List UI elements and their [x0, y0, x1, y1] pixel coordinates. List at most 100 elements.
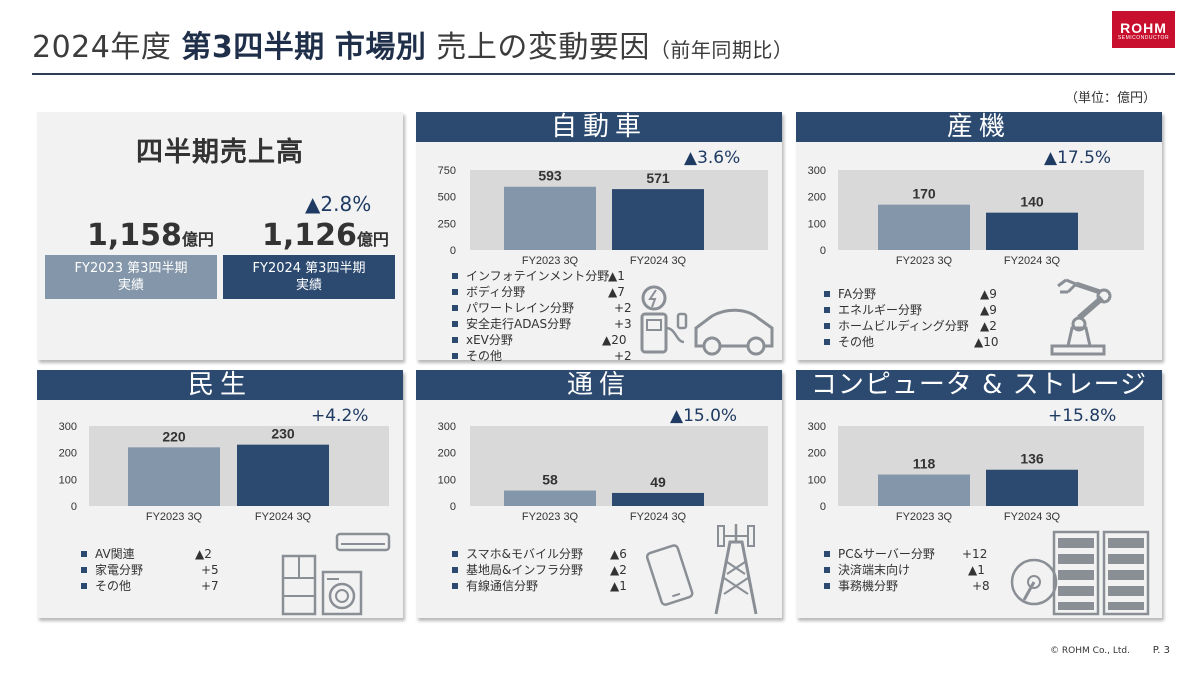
- legend-item: エネルギー分野 ▲9: [824, 302, 997, 318]
- legend-value: ▲6: [610, 547, 627, 561]
- x-tick-label: FY2024 3Q: [630, 255, 687, 267]
- legend-value: ▲2: [610, 563, 627, 577]
- summary-prev-label-line2: 実績: [117, 278, 144, 293]
- legend-bullet: [452, 304, 458, 311]
- data-label: 136: [1020, 451, 1044, 467]
- y-tick-label: 0: [820, 501, 826, 513]
- x-tick-label: FY2024 3Q: [630, 511, 687, 523]
- title-note: （前年同期比）: [649, 38, 794, 62]
- x-tick-label: FY2024 3Q: [1004, 511, 1061, 523]
- summary-panel: 四半期売上高 ▲2.8% 1,158億円 1,126億円 FY2023 第3四半…: [37, 112, 403, 360]
- unit-label: （単位：億円）: [1064, 91, 1156, 106]
- data-label: 49: [650, 474, 666, 490]
- bar: [878, 204, 970, 250]
- computer-storage-pct: +15.8%: [1048, 406, 1117, 426]
- panel-automotive: 自動車 ▲3.6% 0 250 500 750 593 FY2023 3Q 571 FY202…: [416, 112, 782, 363]
- y-tick-label: 200: [438, 448, 456, 460]
- data-label: 230: [271, 426, 295, 442]
- summary-prev-number: 1,158: [87, 218, 182, 253]
- y-tick-label: 200: [59, 448, 77, 460]
- legend-value: +3: [614, 317, 632, 331]
- title-topic: 売上の変動要因: [436, 30, 650, 65]
- x-tick-label: FY2024 3Q: [1004, 255, 1061, 267]
- bar: [612, 492, 704, 506]
- y-tick-label: 300: [808, 165, 826, 177]
- legend-value: +8: [972, 579, 990, 593]
- legend-label: その他: [466, 349, 503, 363]
- y-tick-label: 300: [808, 421, 826, 433]
- legend-bullet: [81, 566, 87, 573]
- communications-legend: スマホ&モバイル分野 ▲6 基地局&インフラ分野 ▲2 有線通信分野 ▲1: [452, 546, 627, 594]
- x-tick-label: FY2023 3Q: [522, 255, 579, 267]
- computer-storage-chart: 0 100 200 300 118 FY2023 3Q 136 FY2024 3Q: [808, 421, 1078, 523]
- legend-item: 家電分野 +5: [81, 562, 219, 578]
- legend-item: FA分野 ▲9: [824, 286, 997, 302]
- legend-label: ボディ分野: [466, 285, 526, 299]
- x-tick-label: FY2024 3Q: [255, 511, 312, 523]
- bar: [128, 447, 220, 506]
- computer-storage-title: コンピュータ & ストレージ: [796, 370, 1162, 400]
- legend-item: 有線通信分野 ▲1: [452, 578, 627, 594]
- legend-label: スマホ&モバイル分野: [466, 547, 583, 561]
- panel-industrial: 産機 ▲17.5% 0 100 200 300 170 FY2023 3Q 140 FY202…: [796, 112, 1162, 360]
- legend-bullet: [824, 582, 830, 589]
- legend-label: 安全走行ADAS分野: [466, 317, 572, 331]
- summary-prev-label: FY2023 第3四半期 実績: [45, 255, 217, 299]
- summary-prev-label-line1: FY2023 第3四半期: [74, 261, 188, 276]
- legend-bullet: [452, 550, 458, 557]
- y-tick-label: 300: [59, 421, 77, 433]
- legend-item: 安全走行ADAS分野 +3: [452, 316, 632, 332]
- y-tick-label: 200: [808, 448, 826, 460]
- y-tick-label: 0: [71, 501, 77, 513]
- legend-label: その他: [838, 335, 875, 349]
- consumer-pct: +4.2%: [311, 406, 369, 426]
- y-tick-label: 0: [450, 501, 456, 513]
- automotive-chart: 0 250 500 750 593 FY2023 3Q 571 FY2024 3Q: [438, 165, 704, 267]
- summary-pct: ▲2.8%: [305, 192, 372, 216]
- title-year: 2024年度: [32, 30, 172, 65]
- y-tick-label: 100: [808, 218, 826, 230]
- legend-bullet: [452, 288, 458, 295]
- copyright: © ROHM Co., Ltd.: [1050, 646, 1130, 656]
- legend-item: 基地局&インフラ分野 ▲2: [452, 562, 627, 578]
- panel-consumer: 民生 +4.2% 0 100 200 300 220 FY2023 3Q 230 FY2024…: [37, 370, 403, 618]
- industrial-legend: FA分野 ▲9 エネルギー分野 ▲9 ホームビルディング分野 ▲2 その他 ▲10: [824, 286, 999, 350]
- legend-item: スマホ&モバイル分野 ▲6: [452, 546, 627, 562]
- legend-label: PC&サーバー分野: [838, 547, 935, 561]
- legend-item: パワートレイン分野 +2: [452, 300, 632, 316]
- legend-item: ボディ分野 ▲7: [452, 284, 625, 300]
- panel-communications: 通信 ▲15.0% 0 100 200 300 58 FY2023 3Q 49 FY2024 …: [416, 370, 782, 618]
- page-number: P. 3: [1152, 645, 1170, 656]
- legend-bullet: [824, 550, 830, 557]
- summary-curr-number: 1,126: [262, 218, 357, 253]
- logo-sub: SEMICONDUCTOR: [1117, 35, 1170, 41]
- data-label: 170: [912, 186, 936, 202]
- communications-chart: 0 100 200 300 58 FY2023 3Q 49 FY2024 3Q: [438, 421, 704, 523]
- automotive-title: 自動車: [416, 112, 782, 142]
- legend-value: +5: [201, 563, 219, 577]
- legend-bullet: [452, 320, 458, 327]
- legend-item: xEV分野 ▲20: [452, 332, 627, 348]
- y-tick-label: 0: [820, 245, 826, 257]
- y-tick-label: 100: [59, 474, 77, 486]
- summary-title: 四半期売上高: [136, 137, 304, 168]
- legend-bullet: [824, 338, 830, 345]
- ev-charging-car-icon: [640, 285, 774, 356]
- bar: [986, 469, 1078, 506]
- legend-value: ▲9: [980, 303, 997, 317]
- panel-computer-storage: コンピュータ & ストレージ +15.8% 0 100 200 300 118 FY202…: [796, 370, 1162, 618]
- legend-bullet: [452, 352, 458, 359]
- title-market: 市場別: [334, 30, 427, 65]
- x-tick-label: FY2023 3Q: [522, 511, 579, 523]
- logo-main: ROHM: [1120, 20, 1167, 36]
- legend-label: 有線通信分野: [466, 579, 539, 593]
- y-tick-label: 100: [808, 474, 826, 486]
- legend-label: 基地局&インフラ分野: [466, 563, 583, 577]
- consumer-legend: AV関連 ▲2 家電分野 +5 その他 +7: [81, 546, 219, 594]
- x-tick-label: FY2023 3Q: [896, 511, 953, 523]
- legend-label: AV関連: [95, 547, 135, 561]
- server-hdd-icon: [1010, 530, 1150, 616]
- legend-label: xEV分野: [466, 333, 513, 347]
- y-tick-label: 250: [438, 218, 456, 230]
- legend-value: ▲7: [608, 285, 625, 299]
